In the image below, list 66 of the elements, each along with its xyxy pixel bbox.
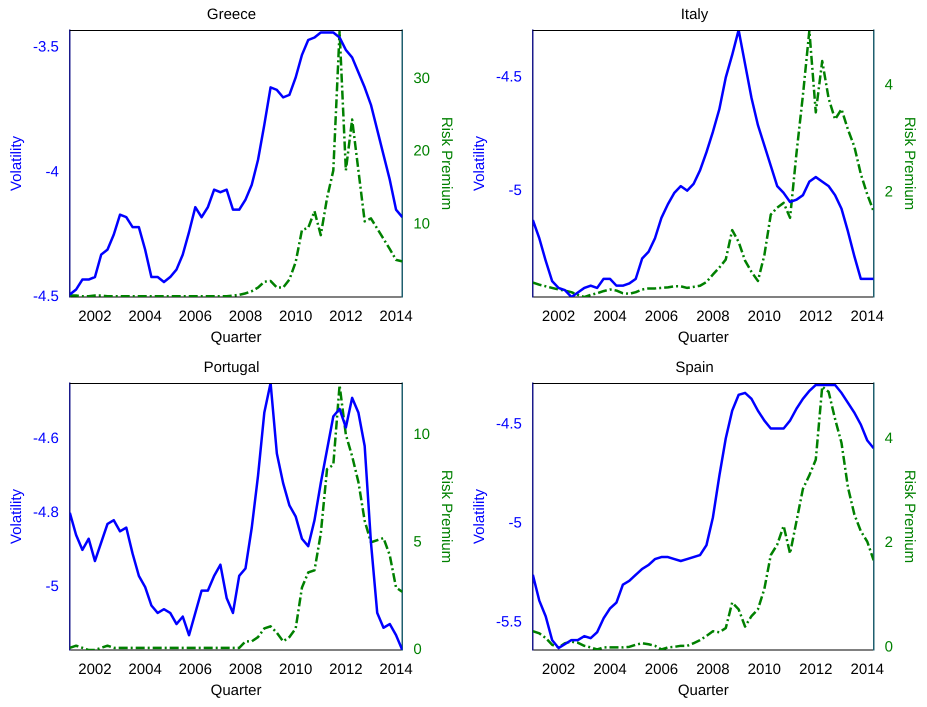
x-tick-label: 2010: [748, 308, 782, 326]
chart-title: Spain: [675, 359, 714, 376]
y2-tick-label: 30: [413, 70, 430, 87]
y2-tick-label: 2: [884, 534, 893, 552]
y2-tick-label: 0: [413, 641, 422, 658]
x-tick-label: 2004: [593, 661, 627, 678]
x-tick-label: 2002: [78, 308, 112, 326]
y-axis-title: Volatility: [471, 488, 488, 544]
x-tick-label: 2008: [228, 661, 262, 678]
y-tick-label: -4.8: [32, 504, 59, 521]
y-tick-label: -3.5: [32, 38, 59, 56]
x-tick-label: 2002: [542, 308, 576, 326]
x-tick-label: 2008: [696, 308, 730, 326]
x-tick-label: 2006: [178, 308, 212, 326]
x-tick-label: 2014: [379, 308, 413, 326]
y-tick-label: -4.5: [496, 416, 522, 433]
y2-tick-label: 4: [884, 76, 893, 94]
x-tick-label: 2014: [850, 661, 884, 678]
y2-axis-title: Risk Premium: [438, 470, 455, 564]
x-tick-label: 2014: [850, 308, 884, 326]
x-tick-label: 2002: [78, 661, 112, 678]
y2-tick-label: 4: [884, 430, 893, 447]
x-axis-title: Quarter: [678, 329, 729, 346]
y2-tick-label: 10: [413, 426, 430, 443]
x-tick-label: 2006: [644, 661, 678, 678]
y2-tick-label: 2: [884, 183, 893, 200]
y-axis-title: Volatility: [8, 135, 26, 192]
y-tick-label: -4.5: [32, 288, 59, 306]
y-axis-title: Volatility: [8, 488, 26, 544]
y-tick-label: -5: [508, 514, 522, 532]
x-tick-label: 2012: [799, 308, 832, 326]
x-tick-label: 2006: [644, 308, 678, 326]
y-tick-label: -4: [46, 163, 59, 180]
x-axis-title: Quarter: [678, 682, 729, 700]
y-tick-label: -4.5: [496, 68, 522, 86]
chart-title: Italy: [680, 6, 709, 24]
x-tick-label: 2004: [128, 661, 162, 678]
x-tick-label: 2010: [278, 308, 312, 326]
x-tick-label: 2004: [593, 308, 627, 326]
y2-tick-label: 10: [413, 215, 430, 232]
y2-tick-label: 0: [884, 638, 893, 656]
x-tick-label: 2010: [278, 661, 312, 678]
y-axis-title: Volatility: [471, 135, 488, 192]
y2-axis-title: Risk Premium: [900, 470, 918, 564]
x-tick-label: 2012: [799, 661, 832, 678]
x-tick-label: 2004: [128, 308, 162, 326]
chart-title: Greece: [206, 6, 256, 24]
chart-title: Portugal: [204, 359, 260, 376]
y2-tick-label: 20: [413, 142, 430, 160]
y-tick-label: -5.5: [496, 613, 522, 630]
y2-axis-title: Risk Premium: [900, 116, 918, 210]
y-tick-label: -5: [46, 578, 59, 596]
x-tick-label: 2008: [228, 308, 262, 326]
x-tick-label: 2002: [542, 661, 576, 678]
y2-tick-label: 5: [413, 533, 422, 550]
x-tick-label: 2014: [379, 661, 413, 678]
x-tick-label: 2006: [178, 661, 212, 678]
x-axis-title: Quarter: [210, 329, 262, 346]
y2-axis-title: Risk Premium: [438, 116, 455, 210]
x-axis-title: Quarter: [210, 682, 262, 700]
x-tick-label: 2012: [329, 661, 363, 678]
x-tick-label: 2010: [748, 661, 782, 678]
y-tick-label: -5: [508, 182, 522, 199]
y-tick-label: -4.6: [32, 430, 59, 447]
x-tick-label: 2012: [329, 308, 363, 326]
x-tick-label: 2008: [696, 661, 730, 678]
